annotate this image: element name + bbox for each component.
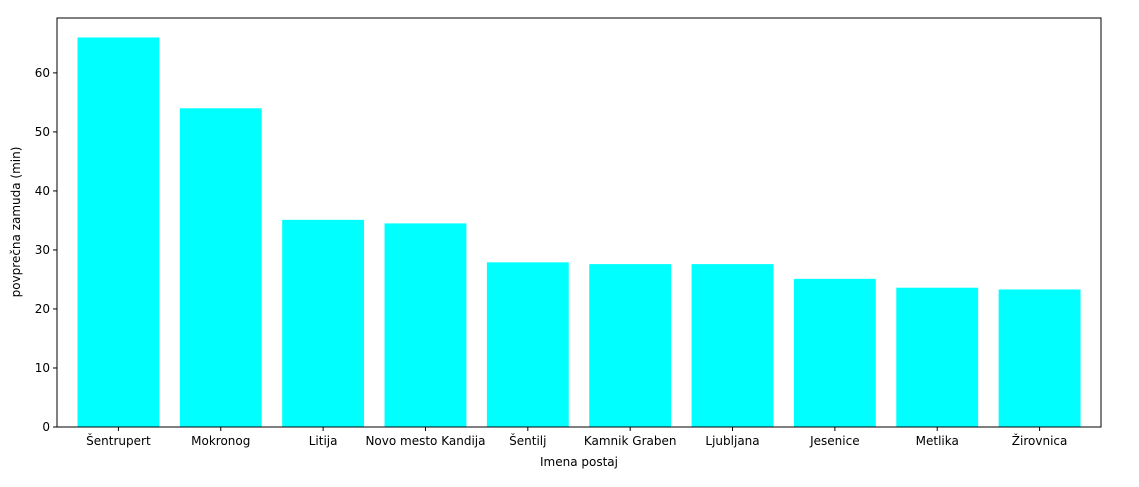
x-tick-label: Mokronog <box>191 434 250 448</box>
bar-2 <box>282 219 365 427</box>
y-axis: 0 10 20 30 40 50 60 <box>35 66 57 434</box>
bar-3 <box>384 223 467 427</box>
x-tick-label: Litija <box>309 434 338 448</box>
x-tick-label: Kamnik Graben <box>584 434 677 448</box>
x-tick-label: Jesenice <box>809 434 859 448</box>
bar-7 <box>793 278 876 427</box>
bar-6 <box>691 264 774 427</box>
x-axis: Šentrupert Mokronog Litija Novo mesto Kandi… <box>86 427 1067 448</box>
bar-0 <box>77 37 160 427</box>
bar-4 <box>486 262 569 427</box>
y-axis-label: povprečna zamuda (min) <box>9 147 23 298</box>
y-tick-label: 50 <box>35 125 50 139</box>
x-tick-label: Šentrupert <box>86 433 151 448</box>
plot-frame <box>56 17 1102 428</box>
x-tick-label: Ljubljana <box>705 434 759 448</box>
y-tick-label: 20 <box>35 302 50 316</box>
x-tick-label: Novo mesto Kandija <box>365 434 485 448</box>
y-tick-label: 30 <box>35 243 50 257</box>
x-tick-label: Šentilj <box>509 433 546 448</box>
bars-group <box>77 37 1081 428</box>
y-tick-label: 10 <box>35 361 50 375</box>
y-tick-label: 0 <box>42 420 50 434</box>
x-axis-label: Imena postaj <box>540 455 618 469</box>
x-tick-label: Metlika <box>916 434 959 448</box>
bar-5 <box>589 264 672 427</box>
y-tick-label: 60 <box>35 66 50 80</box>
bar-9 <box>998 289 1081 427</box>
y-tick-label: 40 <box>35 184 50 198</box>
x-tick-label: Žirovnica <box>1012 433 1068 448</box>
bar-1 <box>179 108 262 428</box>
bar-8 <box>896 287 979 427</box>
